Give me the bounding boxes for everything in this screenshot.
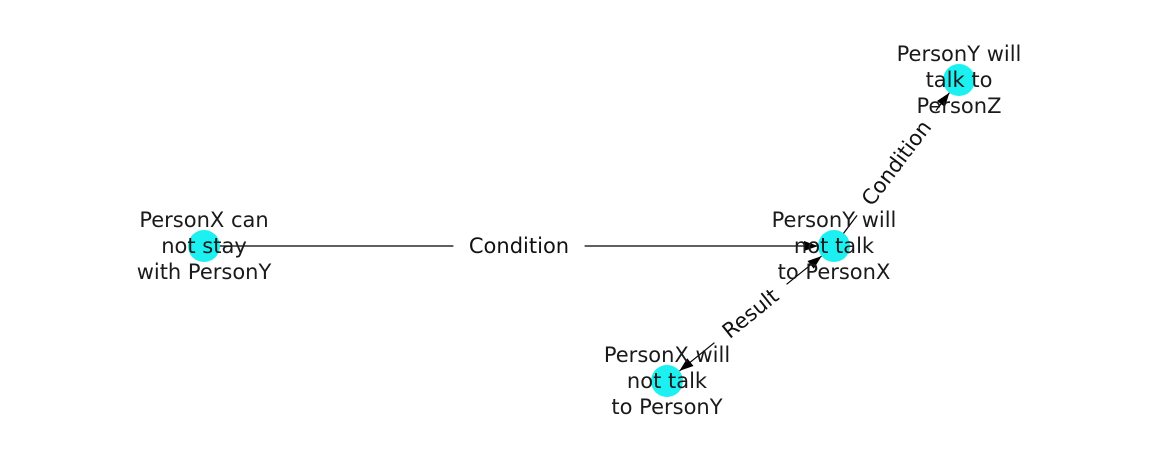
- node-label-n1-line-3: with PersonY: [137, 260, 272, 284]
- node-label-n1-line-1: PersonX can: [139, 208, 268, 232]
- node-n1: [188, 230, 220, 262]
- node-label-n3-line-3: PersonZ: [917, 94, 1002, 118]
- node-label-n4-line-3: to PersonY: [611, 395, 722, 419]
- node-label-n2-line-3: to PersonX: [778, 260, 891, 284]
- arrowhead-e3: [679, 358, 694, 371]
- node-label-n4-line-2: not talk: [627, 369, 708, 393]
- node-label-n2-line-1: PersonY will: [772, 208, 897, 232]
- arrowhead-e3-reverse: [807, 256, 822, 269]
- node-n2: [818, 230, 850, 262]
- node-label-n3-line-2: talk to: [926, 68, 993, 92]
- node-label-n2-line-2: not talk: [794, 234, 875, 258]
- edges-layer: [204, 92, 950, 372]
- nodes-layer: [188, 64, 975, 397]
- node-label-n1-line-2: not stay: [161, 234, 247, 258]
- node-label-n3-line-1: PersonY will: [897, 42, 1022, 66]
- edge-label-e3: Result: [718, 284, 784, 343]
- node-label-n4-line-1: PersonX will: [604, 343, 730, 367]
- arrowhead-e2: [937, 92, 950, 107]
- arrowhead-e1: [804, 241, 818, 251]
- node-n3: [943, 64, 975, 96]
- edge-label-e1: Condition: [469, 234, 569, 258]
- node-n4: [651, 365, 683, 397]
- edge-label-e2: Condition: [857, 116, 936, 210]
